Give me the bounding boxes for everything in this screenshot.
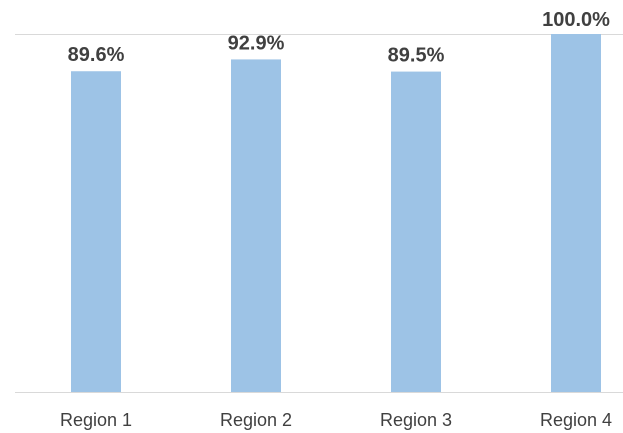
bar-region-1 bbox=[71, 71, 121, 393]
bar-region-4 bbox=[551, 34, 601, 392]
x-tick-labels: Region 1 Region 2 Region 3 Region 4 bbox=[60, 410, 612, 430]
x-tick-label: Region 4 bbox=[540, 410, 612, 430]
bar-region-3 bbox=[391, 71, 441, 392]
data-label: 89.5% bbox=[388, 45, 445, 67]
bar-region-2 bbox=[231, 59, 281, 392]
bars bbox=[71, 34, 601, 393]
x-tick-label: Region 2 bbox=[220, 410, 292, 430]
x-tick-label: Region 1 bbox=[60, 410, 132, 430]
data-label: 100.0% bbox=[542, 9, 610, 31]
data-labels: 89.6% 92.9% 89.5% 100.0% bbox=[68, 9, 610, 67]
data-label: 92.9% bbox=[228, 32, 285, 54]
data-label: 89.6% bbox=[68, 44, 125, 66]
x-tick-label: Region 3 bbox=[380, 410, 452, 430]
